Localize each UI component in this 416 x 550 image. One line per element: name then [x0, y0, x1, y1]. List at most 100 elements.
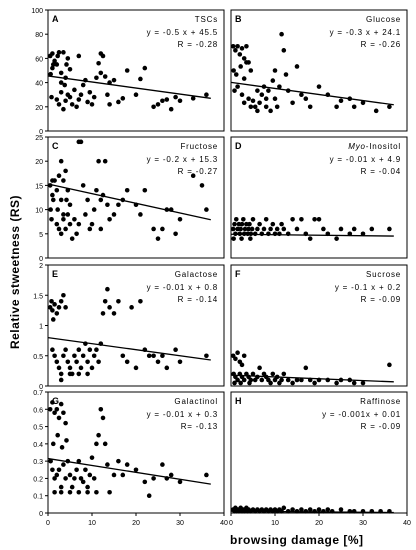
data-point-a-59 [98, 51, 104, 56]
data-point-g-42 [120, 472, 126, 478]
x-tick-label-g-4: 40 [220, 520, 228, 527]
panel-letter-h: H [235, 396, 242, 406]
data-point-g-45 [142, 479, 148, 485]
data-point-a-50 [155, 102, 161, 107]
data-point-b-28 [268, 108, 273, 114]
data-point-a-33 [89, 102, 95, 107]
data-point-c-11 [48, 207, 53, 212]
data-point-g-39 [107, 489, 112, 495]
data-point-b-32 [277, 84, 282, 89]
data-point-e-45 [146, 353, 152, 359]
y-tick-label-a-3: 60 [35, 56, 43, 63]
data-point-c-61 [98, 226, 104, 232]
fit-equation-b: y = -0.3 x + 24.1 [330, 28, 401, 37]
data-point-a-49 [151, 104, 156, 110]
compound-name-g: Galactinol [174, 397, 218, 406]
data-point-e-21 [74, 359, 79, 365]
data-point-e-4 [54, 311, 60, 316]
data-point-h-42 [338, 507, 344, 512]
y-tick-label-g-0: 0 [39, 511, 43, 518]
data-point-c-49 [142, 187, 148, 193]
data-point-h-40 [325, 507, 331, 512]
data-point-f-2 [235, 350, 240, 356]
data-point-d-20 [255, 226, 260, 232]
data-point-e-13 [56, 365, 62, 371]
data-point-c-43 [111, 212, 117, 217]
data-point-c-22 [63, 226, 68, 232]
data-point-d-51 [239, 236, 244, 241]
data-point-e-30 [94, 347, 99, 353]
data-point-d-37 [303, 231, 309, 237]
data-point-g-16 [56, 467, 62, 473]
data-point-g-15 [54, 472, 60, 478]
data-point-e-37 [111, 311, 117, 316]
data-point-d-21 [257, 221, 262, 227]
correlation-g: R= -0.13 [181, 422, 218, 431]
data-point-b-24 [259, 92, 265, 97]
y-tick-label-g-6: 0.6 [33, 407, 43, 414]
data-point-g-3 [54, 406, 60, 412]
panel-f-frame [230, 264, 408, 387]
data-point-f-18 [257, 365, 262, 371]
data-point-e-51 [177, 359, 183, 365]
data-point-b-51 [255, 108, 260, 114]
data-point-c-4 [56, 173, 62, 179]
data-point-g-13 [50, 467, 55, 473]
data-point-b-45 [338, 98, 344, 104]
data-point-a-14 [64, 62, 69, 67]
data-point-g-0 [47, 406, 53, 412]
data-point-c-30 [80, 183, 86, 188]
data-point-a-29 [80, 82, 86, 88]
data-point-d-9 [241, 216, 246, 222]
data-point-b-49 [373, 108, 379, 114]
data-point-b-50 [387, 104, 392, 110]
data-point-c-1 [50, 192, 55, 198]
regression-line-c [47, 183, 211, 221]
data-point-g-24 [74, 467, 79, 473]
data-point-e-22 [76, 347, 82, 353]
data-point-b-1 [233, 48, 238, 53]
data-point-e-33 [100, 311, 106, 316]
data-point-d-39 [312, 216, 317, 222]
data-point-a-23 [67, 94, 73, 100]
data-point-d-32 [281, 226, 287, 232]
data-point-g-40 [111, 472, 117, 478]
y-tick-label-a-4: 80 [35, 32, 43, 39]
data-point-g-46 [146, 493, 152, 499]
y-tick-label-c-2: 10 [35, 208, 43, 215]
data-point-c-33 [87, 226, 93, 232]
data-point-c-9 [65, 187, 71, 193]
data-point-a-13 [61, 50, 66, 55]
data-point-c-16 [50, 178, 55, 183]
data-point-d-38 [307, 236, 313, 241]
data-point-a-15 [50, 51, 55, 56]
data-point-e-44 [142, 347, 148, 353]
panel-e: 0 0.5 1 1.5 2 E Galactose y = -0.01 x + 0.8 R = … [33, 263, 225, 391]
data-point-g-49 [164, 476, 170, 481]
data-point-a-3 [54, 62, 60, 67]
data-point-d-15 [247, 221, 252, 227]
data-point-h-29 [279, 508, 284, 514]
data-point-a-6 [58, 80, 64, 85]
regression-line-d [230, 233, 394, 237]
data-point-e-28 [89, 365, 95, 371]
data-point-b-33 [279, 31, 284, 37]
data-point-d-43 [334, 236, 339, 241]
compound-name-h: Raffinose [360, 397, 401, 406]
data-point-f-38 [325, 377, 331, 383]
y-tick-label-c-3: 15 [35, 183, 43, 190]
data-point-g-32 [91, 476, 97, 481]
data-point-g-8 [50, 441, 56, 447]
data-point-f-33 [299, 377, 304, 383]
data-point-f-28 [279, 377, 284, 383]
data-point-g-4 [56, 415, 62, 421]
data-point-e-23 [78, 365, 84, 371]
data-point-c-20 [58, 231, 64, 237]
y-tick-label-g-5: 0.5 [33, 425, 43, 432]
data-point-h-31 [285, 508, 291, 514]
y-tick-label-g-3: 0.3 [33, 459, 43, 466]
data-point-c-15 [64, 197, 69, 203]
data-point-c-34 [89, 221, 95, 227]
data-point-c-10 [67, 202, 73, 208]
data-point-g-43 [124, 462, 130, 467]
